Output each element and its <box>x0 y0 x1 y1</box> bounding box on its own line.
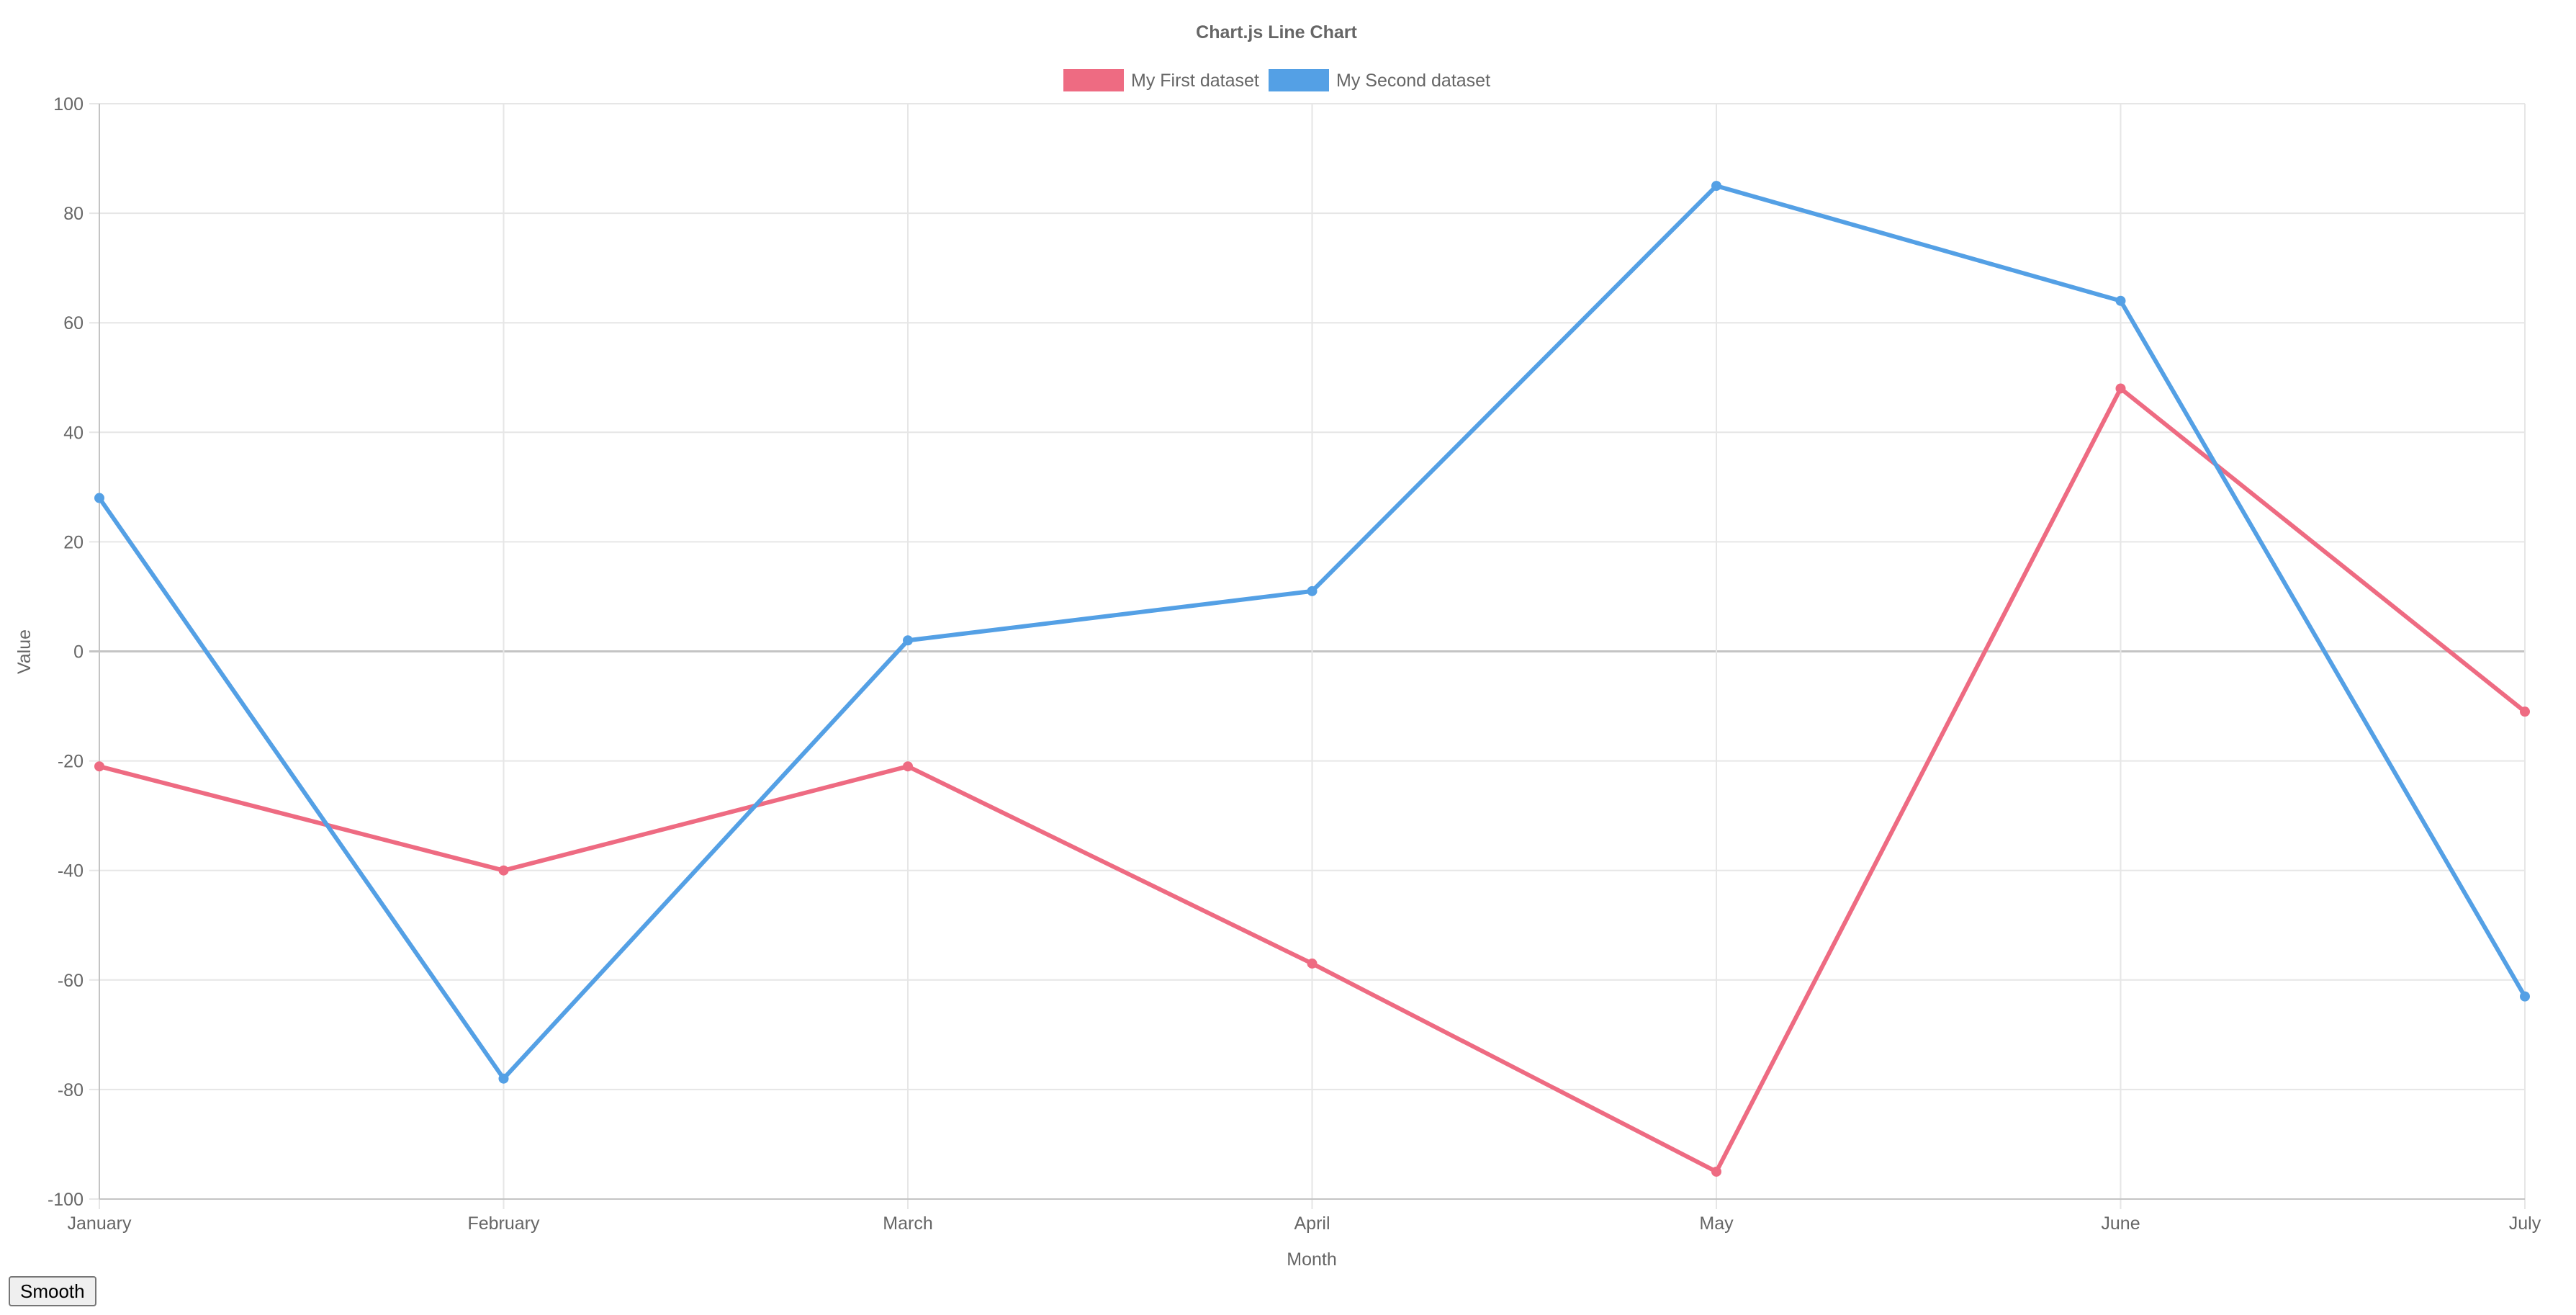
data-point[interactable] <box>1711 1166 1721 1177</box>
chart-legend: My First dataset My Second dataset <box>1063 69 1490 91</box>
y-tick-label: 20 <box>63 532 84 552</box>
y-tick-label: -100 <box>48 1190 84 1210</box>
y-tick-label: -80 <box>58 1080 84 1100</box>
x-tick-label: June <box>2101 1213 2140 1234</box>
x-axis-title: Month <box>1287 1249 1336 1270</box>
y-tick-label: 100 <box>53 94 84 115</box>
data-point[interactable] <box>2115 295 2126 306</box>
y-tick-label: 60 <box>63 313 84 333</box>
y-tick-label: 80 <box>63 204 84 224</box>
y-tick-label: -40 <box>58 861 84 881</box>
data-point[interactable] <box>94 761 104 772</box>
data-point[interactable] <box>498 865 509 876</box>
data-point[interactable] <box>903 761 913 772</box>
x-tick-label: January <box>68 1213 132 1234</box>
smooth-button[interactable]: Smooth <box>9 1276 96 1306</box>
legend-label[interactable]: My Second dataset <box>1336 71 1490 91</box>
y-tick-label: -20 <box>58 752 84 772</box>
line-chart: Chart.js Line Chart My First dataset My S… <box>14 22 2541 1270</box>
x-tick-label: February <box>467 1213 540 1234</box>
legend-swatch[interactable] <box>1269 69 1329 91</box>
data-point[interactable] <box>1307 585 1318 596</box>
data-point[interactable] <box>2520 706 2530 717</box>
y-axis-title: Value <box>14 629 35 674</box>
data-point[interactable] <box>903 635 913 646</box>
data-point[interactable] <box>1711 181 1721 192</box>
chart-series <box>94 181 2530 1177</box>
chart-grid <box>89 103 2526 1209</box>
x-tick-label: July <box>2509 1213 2541 1234</box>
data-point[interactable] <box>498 1073 509 1084</box>
x-axis-ticks: January February March April May June July <box>68 1213 2541 1234</box>
x-tick-label: March <box>883 1213 932 1234</box>
data-point[interactable] <box>2115 383 2126 394</box>
y-tick-label: 0 <box>73 642 84 663</box>
data-point[interactable] <box>94 493 104 503</box>
x-tick-label: April <box>1294 1213 1330 1234</box>
x-tick-label: May <box>1699 1213 1734 1234</box>
data-point[interactable] <box>1307 958 1318 969</box>
y-tick-label: -60 <box>58 971 84 991</box>
y-tick-label: 40 <box>63 423 84 443</box>
legend-label[interactable]: My First dataset <box>1131 71 1259 91</box>
chart-title: Chart.js Line Chart <box>1196 22 1357 42</box>
legend-swatch[interactable] <box>1063 69 1124 91</box>
data-point[interactable] <box>2520 991 2530 1002</box>
page-footer-shade <box>0 1289 2576 1315</box>
y-axis-ticks: 100 80 60 40 20 0 -20 -40 -60 -80 -100 <box>48 94 84 1210</box>
